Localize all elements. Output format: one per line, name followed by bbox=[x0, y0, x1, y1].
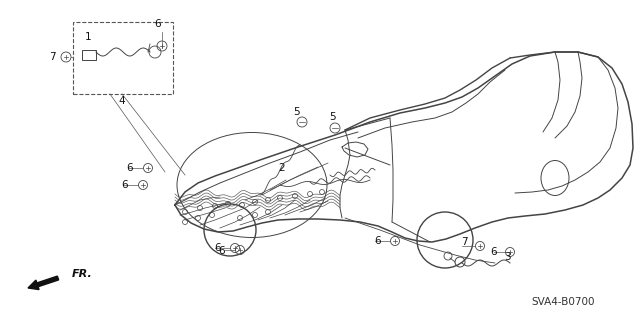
Text: 4: 4 bbox=[118, 96, 125, 106]
Text: 6: 6 bbox=[219, 246, 225, 256]
Text: 6: 6 bbox=[127, 163, 133, 173]
Text: 1: 1 bbox=[84, 32, 92, 42]
Bar bbox=[82, 50, 96, 60]
Text: 6: 6 bbox=[214, 243, 221, 253]
Text: 2: 2 bbox=[278, 163, 285, 173]
Text: 6: 6 bbox=[122, 180, 128, 190]
Text: 6: 6 bbox=[374, 236, 381, 246]
Text: 7: 7 bbox=[49, 52, 55, 62]
Text: 5: 5 bbox=[329, 112, 335, 122]
Text: 6: 6 bbox=[491, 247, 497, 257]
Text: 7: 7 bbox=[461, 237, 467, 247]
Text: SVA4-B0700: SVA4-B0700 bbox=[531, 297, 595, 307]
FancyArrow shape bbox=[28, 276, 59, 290]
Text: 5: 5 bbox=[292, 107, 300, 117]
Text: 3: 3 bbox=[504, 252, 510, 262]
Bar bbox=[73, 22, 173, 94]
Text: FR.: FR. bbox=[72, 269, 93, 279]
Text: 6: 6 bbox=[155, 19, 161, 29]
